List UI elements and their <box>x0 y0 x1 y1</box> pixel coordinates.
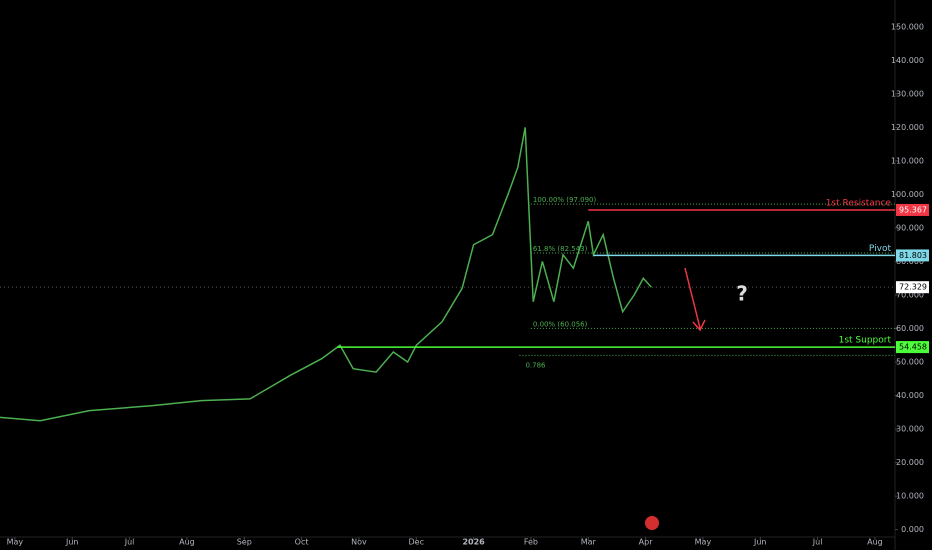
level-name: 1st Support <box>839 336 892 346</box>
x-tick-label: 2026 <box>462 538 485 547</box>
arrow <box>684 267 701 329</box>
x-tick-label: Nov <box>351 538 367 547</box>
x-tick-label: Feb <box>524 538 538 547</box>
x-tick-label: Dec <box>409 538 424 547</box>
fib-label: 0.00% (60.056) <box>533 320 588 328</box>
x-tick-label: Jun <box>753 538 767 547</box>
y-tick-label: 70.000 <box>896 290 924 299</box>
level-tag-label: 95.367 <box>899 205 927 214</box>
y-tick-label: 120.000 <box>891 123 924 132</box>
y-tick-label: 110.000 <box>891 156 924 165</box>
x-tick-label: Apr <box>639 538 654 547</box>
x-tick-label: May <box>7 538 24 547</box>
level-tag-label: 54.458 <box>899 343 927 352</box>
y-tick-label: 60.000 <box>896 324 924 333</box>
x-tick-label: Aug <box>867 538 883 547</box>
level-tag <box>896 249 929 262</box>
level-name: 1st Resistance <box>826 198 892 208</box>
y-tick-label: 80.000 <box>896 257 924 266</box>
y-tick-label: 150.000 <box>891 22 924 31</box>
y-tick-label: 100.000 <box>891 190 924 199</box>
price-tag-label: 72.329 <box>899 283 927 292</box>
x-tick-label: Jul <box>812 538 823 547</box>
x-tick-label: Sep <box>237 538 252 547</box>
x-tick-label: Jul <box>124 538 135 547</box>
arrow-head <box>692 319 706 332</box>
y-tick-label: 20.000 <box>896 458 924 467</box>
x-tick-label: Mar <box>581 538 597 547</box>
x-tick-label: Aug <box>179 538 195 547</box>
x-tick-label: Jun <box>65 538 79 547</box>
level-tag <box>896 203 929 216</box>
y-tick-label: 10.000 <box>896 492 924 501</box>
y-tick-label: 0.000 <box>901 525 924 534</box>
y-tick-label: 40.000 <box>896 391 924 400</box>
y-tick-label: 50.000 <box>896 358 924 367</box>
y-tick-label: 130.000 <box>891 89 924 98</box>
annotation: ? <box>736 282 748 306</box>
price-line <box>0 127 652 422</box>
fib-label: 61.8% (82.543) <box>533 245 588 253</box>
fib-label: 100.00% (97.090) <box>533 196 597 204</box>
event-icon <box>645 516 659 530</box>
fib-label: 0.786 <box>525 361 546 369</box>
x-tick-label: Oct <box>295 538 309 547</box>
level-tag <box>896 341 929 354</box>
level-tag-label: 81.803 <box>899 251 927 260</box>
level-name: Pivot <box>869 244 892 254</box>
y-tick-label: 90.000 <box>896 223 924 232</box>
price-tag <box>896 281 929 294</box>
y-tick-label: 140.000 <box>891 56 924 65</box>
x-tick-label: May <box>695 538 712 547</box>
y-tick-label: 30.000 <box>896 425 924 434</box>
